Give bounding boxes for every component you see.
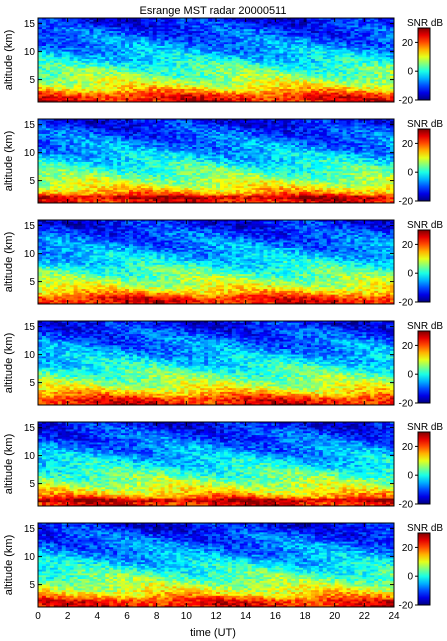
y-tick-label: 5 <box>29 378 35 389</box>
colorbar-gradient <box>417 330 431 404</box>
x-tick-label: 24 <box>388 611 400 622</box>
x-tick-label: 2 <box>65 611 71 622</box>
colorbar-label: SNR dB <box>407 220 443 231</box>
y-axis-label: altitude (km) <box>3 232 15 293</box>
colorbar-gradient <box>417 229 431 303</box>
heatmap-cells <box>38 220 395 305</box>
colorbar-tick-label: 20 <box>402 543 414 554</box>
heatmap-cells <box>38 18 395 103</box>
panel-2: 5 10 15 altitude (km) SNR dB -20 0 20 <box>3 118 444 208</box>
colorbar-tick-label: -20 <box>399 601 414 612</box>
y-tick-label: 5 <box>29 277 35 288</box>
y-tick-label: 5 <box>29 580 35 591</box>
heatmap-cells <box>38 523 395 608</box>
x-tick-label: 16 <box>270 611 282 622</box>
colorbar: SNR dB -20 0 20 <box>399 18 444 107</box>
colorbar-gradient <box>417 128 431 202</box>
panel-5: 5 10 15 altitude (km) SNR dB -20 0 20 <box>3 421 444 511</box>
chart-title: Esrange MST radar 20000511 <box>140 5 287 17</box>
colorbar-tick-label: -20 <box>399 298 414 309</box>
x-tick-label: 12 <box>210 611 222 622</box>
y-tick-label: 15 <box>24 120 36 131</box>
y-tick-label: 10 <box>24 148 36 159</box>
colorbar: SNR dB -20 0 20 <box>399 220 444 309</box>
colorbar: SNR dB -20 0 20 <box>399 321 444 410</box>
x-tick-label: 0 <box>35 611 41 622</box>
colorbar-tick-label: 20 <box>402 240 414 251</box>
colorbar-tick-label: 20 <box>402 341 414 352</box>
panel-1: 5 10 15 altitude (km) SNR dB -20 0 20 <box>3 17 444 107</box>
y-axis-label: altitude (km) <box>3 30 15 91</box>
x-axis-label: time (UT) <box>190 627 236 639</box>
colorbar-label: SNR dB <box>407 523 443 534</box>
colorbar-tick-label: -20 <box>399 197 414 208</box>
colorbar-gradient <box>417 532 431 606</box>
colorbar-tick-label: 20 <box>402 38 414 49</box>
colorbar-gradient <box>417 27 431 101</box>
colorbar-label: SNR dB <box>407 321 443 332</box>
y-tick-label: 10 <box>24 249 36 260</box>
colorbar-tick-label: 0 <box>407 471 413 482</box>
y-tick-label: 5 <box>29 479 35 490</box>
x-tick-label: 22 <box>359 611 371 622</box>
y-tick-label: 10 <box>24 350 36 361</box>
colorbar-tick-label: 0 <box>407 67 413 78</box>
colorbar-tick-label: 0 <box>407 269 413 280</box>
colorbar-tick-label: -20 <box>399 500 414 511</box>
colorbar-tick-label: -20 <box>399 96 414 107</box>
colorbar-label: SNR dB <box>407 119 443 130</box>
x-tick-label: 8 <box>154 611 160 622</box>
y-tick-label: 15 <box>24 423 36 434</box>
y-tick-label: 10 <box>24 47 36 58</box>
colorbar-label: SNR dB <box>407 422 443 433</box>
colorbar-tick-label: 0 <box>407 168 413 179</box>
y-axis-label: altitude (km) <box>3 131 15 192</box>
panel-4: 5 10 15 altitude (km) SNR dB -20 0 20 <box>3 320 444 410</box>
heatmap-cells <box>38 119 395 204</box>
x-tick-label: 14 <box>240 611 252 622</box>
colorbar-gradient <box>417 431 431 505</box>
y-axis-label: altitude (km) <box>3 535 15 596</box>
x-tick-label: 18 <box>299 611 311 622</box>
y-axis-label: altitude (km) <box>3 434 15 495</box>
colorbar-tick-label: 0 <box>407 370 413 381</box>
y-tick-label: 15 <box>24 322 36 333</box>
colorbar-label: SNR dB <box>407 18 443 29</box>
y-tick-label: 10 <box>24 552 36 563</box>
y-tick-label: 10 <box>24 451 36 462</box>
colorbar: SNR dB -20 0 20 <box>399 422 444 511</box>
x-tick-label: 6 <box>124 611 130 622</box>
x-tick-label: 10 <box>181 611 193 622</box>
x-tick-label: 4 <box>95 611 101 622</box>
y-tick-label: 15 <box>24 221 36 232</box>
y-tick-label: 15 <box>24 524 36 535</box>
colorbar: SNR dB -20 0 20 <box>399 119 444 208</box>
y-tick-label: 5 <box>29 176 35 187</box>
x-tick-label: 20 <box>329 611 341 622</box>
panel-3: 5 10 15 altitude (km) SNR dB -20 0 20 <box>3 219 444 309</box>
colorbar-tick-label: 20 <box>402 442 414 453</box>
heatmap-cells <box>38 321 395 406</box>
colorbar: SNR dB -20 0 20 <box>399 523 444 612</box>
colorbar-tick-label: 0 <box>407 572 413 583</box>
colorbar-tick-label: -20 <box>399 399 414 410</box>
colorbar-tick-label: 20 <box>402 139 414 150</box>
y-tick-label: 15 <box>24 19 36 30</box>
heatmap-cells <box>38 422 395 507</box>
y-axis-label: altitude (km) <box>3 333 15 394</box>
y-tick-label: 5 <box>29 75 35 86</box>
